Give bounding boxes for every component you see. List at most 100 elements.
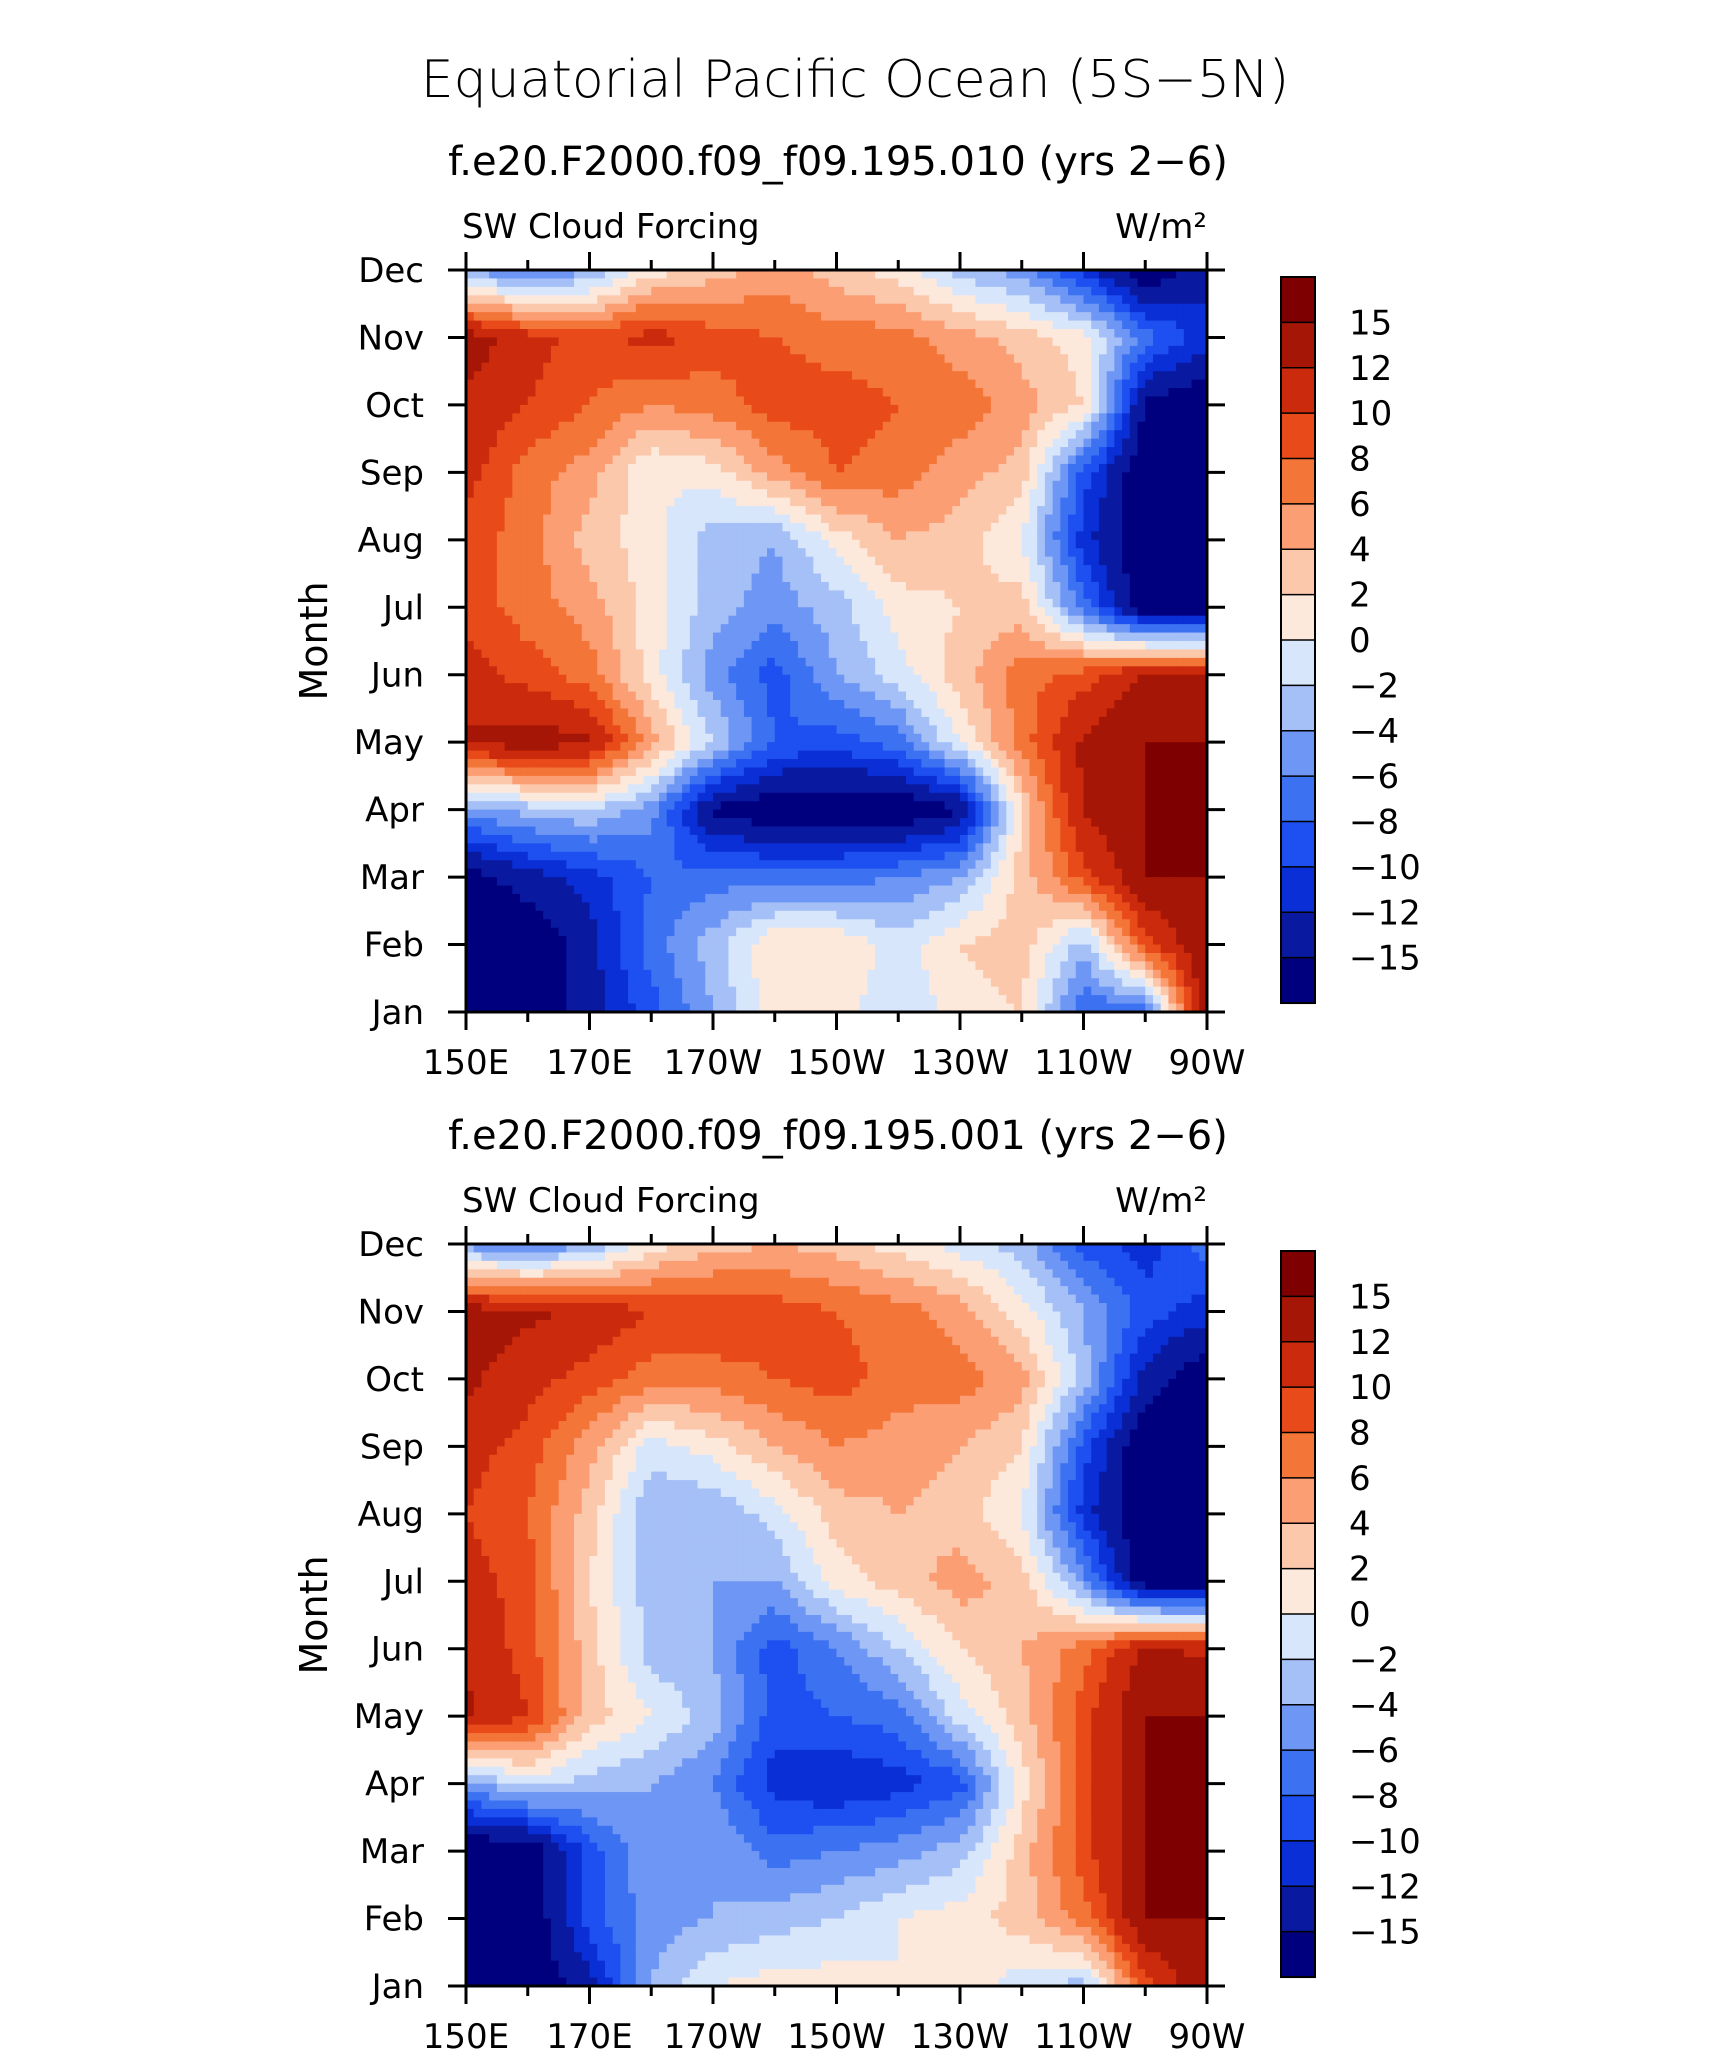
field-cell xyxy=(990,362,1000,372)
field-cell xyxy=(1021,497,1031,507)
field-cell xyxy=(1044,598,1054,608)
field-cell xyxy=(1199,489,1207,499)
field-cell xyxy=(1160,607,1170,617)
field-cell xyxy=(1152,421,1162,431)
field-cell xyxy=(466,438,475,448)
field-cell xyxy=(566,362,575,372)
field-cell xyxy=(1129,556,1139,566)
field-cell xyxy=(1183,607,1193,617)
field-cell xyxy=(929,683,938,693)
field-cell xyxy=(782,531,791,541)
field-cell xyxy=(898,514,907,524)
field-cell xyxy=(504,514,513,524)
field-cell xyxy=(813,700,822,710)
field-cell xyxy=(882,666,892,676)
field-cell xyxy=(1137,447,1146,457)
field-cell xyxy=(859,683,868,693)
field-cell xyxy=(875,480,884,490)
field-cell xyxy=(1044,497,1054,507)
field-cell xyxy=(1114,489,1123,499)
field-cell xyxy=(504,489,513,499)
field-cell xyxy=(620,270,629,280)
field-cell xyxy=(597,278,606,288)
field-cell xyxy=(782,303,791,313)
field-cell xyxy=(566,497,575,507)
field-cell xyxy=(473,641,483,651)
field-cell xyxy=(574,683,583,693)
field-cell xyxy=(666,278,676,288)
field-cell xyxy=(1083,573,1092,583)
field-cell xyxy=(728,463,737,473)
field-cell xyxy=(558,312,567,322)
field-cell xyxy=(535,455,544,465)
field-cell xyxy=(1114,581,1123,592)
field-cell xyxy=(790,455,799,465)
field-cell xyxy=(558,573,567,583)
field-cell xyxy=(767,396,776,406)
field-cell xyxy=(975,683,984,693)
field-cell xyxy=(473,674,483,684)
field-cell xyxy=(751,581,760,592)
field-cell xyxy=(612,463,621,473)
field-cell xyxy=(890,430,899,440)
field-cell xyxy=(944,404,953,414)
field-cell xyxy=(821,556,830,566)
field-cell xyxy=(1021,683,1031,693)
field-cell xyxy=(1014,270,1023,280)
field-cell xyxy=(821,312,830,322)
field-cell xyxy=(967,641,977,651)
field-cell xyxy=(612,565,621,575)
field-cell xyxy=(535,506,544,516)
field-cell xyxy=(612,615,621,625)
field-cell xyxy=(651,270,660,280)
field-cell xyxy=(597,388,606,398)
field-cell xyxy=(1106,295,1115,305)
field-cell xyxy=(520,472,529,482)
field-cell xyxy=(666,666,676,676)
field-cell xyxy=(589,270,598,280)
field-cell xyxy=(612,531,621,541)
field-cell xyxy=(1137,683,1146,693)
field-cell xyxy=(720,354,730,364)
field-cell xyxy=(782,548,791,558)
field-cell xyxy=(967,683,977,693)
field-cell xyxy=(527,590,537,600)
field-cell xyxy=(836,615,845,625)
field-cell xyxy=(689,598,699,608)
field-cell xyxy=(1152,514,1162,524)
field-cell xyxy=(913,286,923,296)
field-cell xyxy=(1152,548,1162,558)
field-cell xyxy=(728,607,737,617)
field-cell xyxy=(952,430,961,440)
field-cell xyxy=(797,438,807,448)
field-cell xyxy=(759,514,768,524)
field-cell xyxy=(466,329,475,339)
field-cell xyxy=(813,345,822,355)
field-cell xyxy=(1106,548,1115,558)
field-cell xyxy=(1114,396,1123,406)
field-cell xyxy=(1029,413,1038,423)
field-cell xyxy=(496,354,506,364)
field-cell xyxy=(990,497,1000,507)
field-cell xyxy=(1006,666,1015,676)
field-cell xyxy=(782,691,791,701)
field-cell xyxy=(1160,598,1170,608)
field-cell xyxy=(466,362,475,372)
field-cell xyxy=(612,329,621,339)
field-cell xyxy=(875,539,884,549)
field-cell xyxy=(921,615,930,625)
field-cell xyxy=(967,345,977,355)
field-cell xyxy=(535,480,544,490)
field-cell xyxy=(658,345,668,355)
field-cell xyxy=(1183,421,1193,431)
field-cell xyxy=(1176,607,1185,617)
field-cell xyxy=(921,581,930,592)
field-cell xyxy=(743,556,753,566)
field-cell xyxy=(767,607,776,617)
field-cell xyxy=(512,286,521,296)
field-cell xyxy=(983,598,992,608)
field-cell xyxy=(705,624,714,634)
field-cell xyxy=(1145,404,1154,414)
field-cell xyxy=(821,641,830,651)
field-cell xyxy=(790,573,799,583)
